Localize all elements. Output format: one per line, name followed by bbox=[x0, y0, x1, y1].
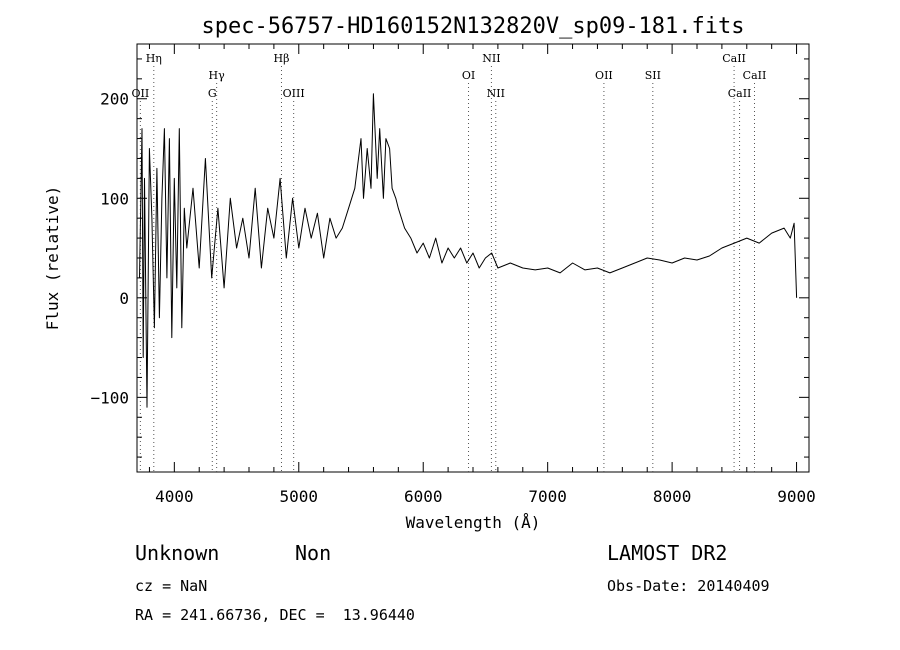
spectral-line-markers: Hη OII Hγ G Hβ OIII OI NII NII OII SII CaII CaII CaII bbox=[132, 52, 767, 472]
line-marker-label: CaII bbox=[722, 52, 746, 65]
line-marker-label: NII bbox=[482, 52, 500, 65]
y-tick-label: −100 bbox=[90, 388, 129, 407]
y-tick-label: 200 bbox=[100, 90, 129, 109]
x-tick-label: 5000 bbox=[280, 487, 319, 506]
y-tick-label: 100 bbox=[100, 189, 129, 208]
spectrum-series bbox=[139, 93, 798, 408]
y-tick-label: 0 bbox=[119, 289, 129, 308]
obs-date-label: Obs-Date: 20140409 bbox=[607, 577, 770, 595]
x-tick-label: 7000 bbox=[528, 487, 567, 506]
x-tick-label: 6000 bbox=[404, 487, 443, 506]
line-marker-label: G bbox=[208, 87, 217, 100]
line-marker-label: OII bbox=[132, 87, 150, 100]
line-marker-label: SII bbox=[645, 69, 661, 82]
class-label: Unknown bbox=[135, 541, 220, 565]
x-tick-label: 9000 bbox=[777, 487, 816, 506]
line-marker-label: OI bbox=[462, 69, 475, 82]
spectrum-line bbox=[139, 93, 798, 408]
line-marker-label: CaII bbox=[728, 87, 752, 100]
subclass-label: Non bbox=[295, 541, 332, 565]
line-marker-label: OII bbox=[595, 69, 613, 82]
axis-ticks: 4000 5000 6000 7000 8000 9000 −100 0 100 200 bbox=[90, 44, 816, 506]
x-axis-label: Wavelength (Å) bbox=[406, 513, 541, 532]
redshift-label: cz = NaN bbox=[135, 577, 208, 595]
line-marker-label: Hγ bbox=[209, 69, 226, 82]
line-marker-label: Hβ bbox=[274, 52, 290, 65]
x-tick-label: 4000 bbox=[155, 487, 194, 506]
y-axis-label: Flux (relative) bbox=[43, 186, 62, 331]
chart-title: spec-56757-HD160152N132820V_sp09-181.fit… bbox=[201, 14, 744, 39]
line-marker-label: Hη bbox=[146, 52, 162, 65]
coordinates-label: RA = 241.66736, DEC = 13.96440 bbox=[135, 606, 415, 624]
line-marker-label: NII bbox=[487, 87, 505, 100]
x-tick-label: 8000 bbox=[653, 487, 692, 506]
line-marker-label: OIII bbox=[283, 87, 305, 100]
plot-frame bbox=[136, 43, 810, 473]
survey-label: LAMOST DR2 bbox=[607, 541, 728, 565]
line-marker-label: CaII bbox=[743, 69, 767, 82]
